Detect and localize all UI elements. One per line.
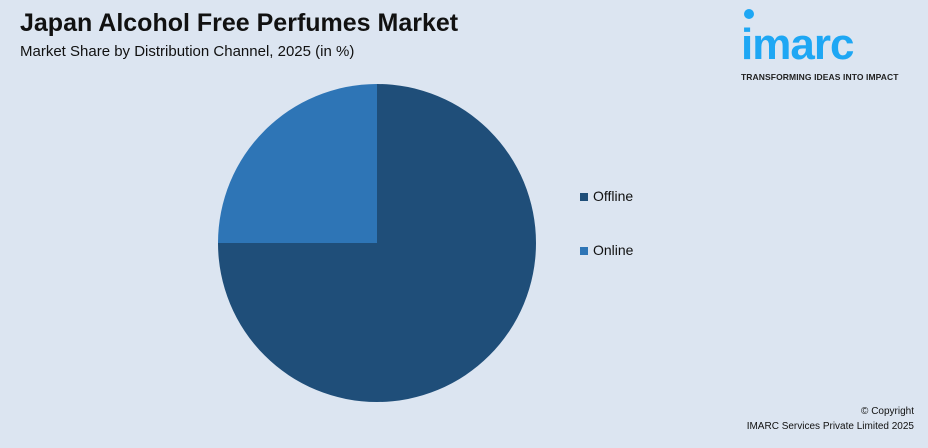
logo-wordmark: imarc [741, 20, 854, 69]
legend-item-online: Online [580, 242, 633, 259]
chart-subtitle: Market Share by Distribution Channel, 20… [20, 43, 355, 60]
legend-item-offline: Offline [580, 188, 633, 205]
logo-dot [744, 9, 754, 19]
legend-swatch [580, 246, 588, 255]
pie-slice-online [218, 84, 377, 243]
legend-swatch [580, 192, 588, 201]
copyright-company: IMARC Services Private Limited 2025 [746, 421, 914, 432]
copyright: © Copyright [861, 406, 914, 417]
legend-label: Online [593, 242, 634, 258]
chart-title: Japan Alcohol Free Perfumes Market [20, 9, 459, 37]
logo-tagline: TRANSFORMING IDEAS INTO IMPACT [741, 72, 899, 82]
legend-label: Offline [593, 188, 634, 204]
